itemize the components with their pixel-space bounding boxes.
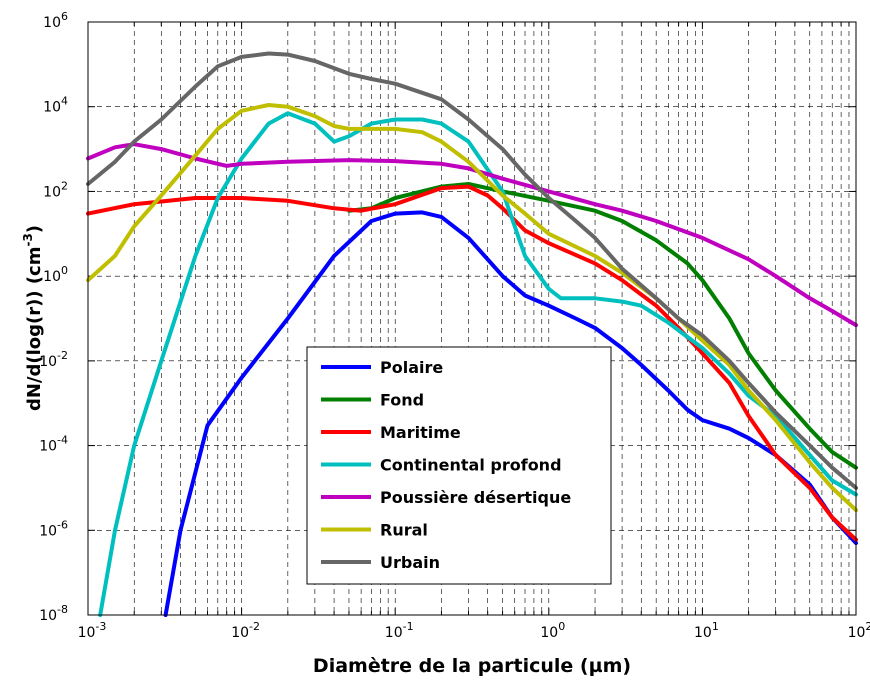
y-tick-label: 10-2 (39, 349, 68, 370)
series-layer (86, 51, 858, 617)
legend-label: Maritime (380, 423, 461, 442)
x-tick-label: 10-3 (78, 620, 107, 641)
x-tick-labels: 10-3 10-2 10-1 100 101 102 (78, 620, 870, 641)
y-tick-label: 100 (43, 264, 68, 285)
series-line-maritime (86, 184, 858, 542)
legend-label: Poussière désertique (380, 488, 571, 507)
x-tick-label: 102 (848, 620, 870, 641)
y-tick-label: 10-6 (39, 518, 68, 539)
y-tick-label: 102 (43, 179, 68, 200)
legend-label: Fond (380, 391, 424, 410)
legend: Polaire Fond Maritime Continental profond Po… (306, 346, 612, 585)
series-line-continental-profond (98, 111, 858, 617)
grid (87, 21, 856, 616)
legend-label: Urbain (380, 553, 440, 572)
x-tick-label: 101 (694, 620, 719, 641)
y-axis-label-sup: -3 (21, 233, 35, 246)
y-axis-label-close: ) (24, 225, 45, 233)
plot-frame (87, 21, 857, 616)
y-tick-label: 106 (43, 10, 68, 31)
y-tick-label: 104 (43, 95, 68, 116)
series-line-rural (86, 103, 858, 513)
series-line-poussi-re-d-sertique (86, 142, 858, 328)
x-axis-label: Diamètre de la particule (µm) (313, 655, 631, 677)
y-axis-label-main: dN/d(log(r)) (cm (24, 247, 45, 412)
series-line-urbain (86, 51, 858, 490)
series-line-polaire (163, 210, 858, 617)
y-axis-label: dN/d(log(r)) (cm-3) (21, 225, 45, 411)
x-tick-label: 100 (540, 620, 565, 641)
x-tick-label: 10-2 (231, 620, 260, 641)
y-tick-label: 10-4 (39, 434, 68, 455)
series-line-fond (347, 182, 858, 470)
legend-label: Polaire (380, 358, 443, 377)
x-tick-label: 10-1 (385, 620, 414, 641)
y-tick-labels: 10-8 10-6 10-4 10-2 100 102 104 106 (39, 10, 68, 624)
legend-label: Continental profond (380, 456, 562, 475)
y-tick-label: 10-8 (39, 603, 68, 624)
legend-label: Rural (380, 521, 428, 540)
